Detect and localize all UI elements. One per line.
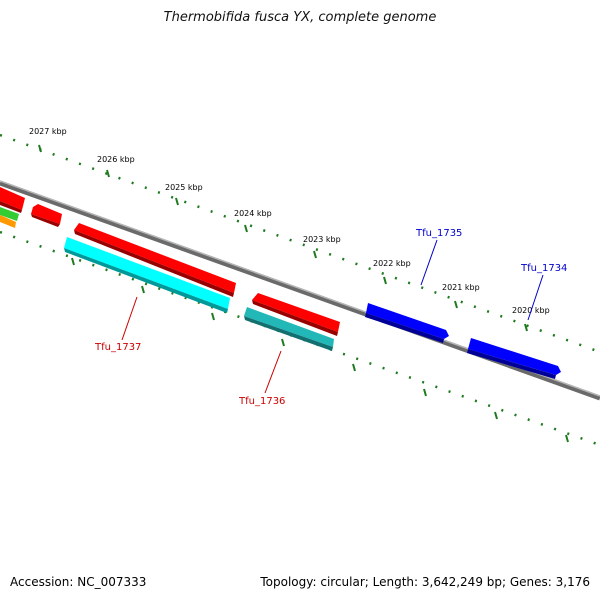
teal-gene-feature (244, 307, 334, 347)
red-gene-feature (0, 187, 25, 210)
inner-tick (141, 285, 145, 294)
outer-tick-track (0, 133, 600, 354)
leader-line-tfu-1734 (527, 274, 544, 321)
gene-tfu-1737-shade (74, 230, 234, 297)
inner-tick (494, 411, 498, 420)
orange-gene-feature (0, 215, 16, 228)
gene-tfu-1735-shade (365, 313, 444, 343)
kbp-tick-2022 (383, 276, 387, 285)
leader-line-tfu-1737 (121, 296, 138, 341)
red-gene-arrow-shade (31, 214, 60, 227)
inner-tick-track (0, 230, 600, 447)
genome-summary-text: Topology: circular; Length: 3,642,249 bp… (260, 575, 590, 589)
kbp-tick-2023 (313, 250, 317, 259)
gene-tfu-1734 (468, 338, 561, 375)
red-gene-arrow (31, 204, 62, 224)
inner-tick (423, 388, 427, 397)
gene-tfu-1737 (74, 223, 236, 293)
inner-tick (281, 338, 285, 347)
leader-line-tfu-1735 (420, 239, 438, 286)
edge-features (0, 187, 62, 228)
teal-gene-feature-shade (244, 316, 333, 351)
gene-label-tfu-1734: Tfu_1734 (520, 263, 567, 274)
cyan-gene-feature-shade (64, 248, 228, 313)
kbp-label: 2027 kbp (29, 127, 67, 136)
kbp-tick-2027 (38, 144, 42, 153)
gene-labels: Tfu_1737 Tfu_1736 Tfu_1735 Tfu_1734 (94, 228, 567, 407)
cyan-gene-feature (64, 237, 230, 309)
backbone-line (0, 180, 600, 401)
inner-tick (565, 434, 569, 443)
kbp-tick-2021 (454, 300, 458, 309)
kbp-label: 2022 kbp (373, 259, 411, 268)
kbp-tick-2020 (524, 323, 528, 332)
gene-tfu-1735 (366, 303, 449, 339)
gene-features (64, 223, 561, 379)
kbp-tick-2025 (175, 197, 179, 206)
kbp-tick-2026 (106, 169, 110, 178)
kbp-label: 2024 kbp (234, 209, 272, 218)
inner-tick (71, 257, 75, 266)
kbp-label: 2026 kbp (97, 155, 135, 164)
gene-leader-lines (121, 239, 544, 394)
kbp-label: 2025 kbp (165, 183, 203, 192)
gene-tfu-1736 (252, 293, 340, 332)
gene-tfu-1736-shade (252, 300, 338, 336)
inner-tick (211, 312, 215, 321)
gene-label-tfu-1736: Tfu_1736 (238, 396, 285, 407)
inner-tick (352, 363, 356, 372)
leader-line-tfu-1736 (264, 350, 282, 394)
genome-title: Thermobifida fusca YX, complete genome (163, 10, 437, 25)
accession-text: Accession: NC_007333 (10, 575, 147, 589)
green-gene-feature (0, 207, 19, 221)
gene-label-tfu-1737: Tfu_1737 (94, 342, 141, 353)
red-gene-feature-shade (0, 201, 22, 213)
kbp-label: 2023 kbp (303, 235, 341, 244)
kbp-label: 2021 kbp (442, 283, 480, 292)
gene-label-tfu-1735: Tfu_1735 (415, 228, 462, 239)
gene-tfu-1734-shade (467, 349, 556, 379)
kbp-tick-2024 (244, 224, 248, 233)
